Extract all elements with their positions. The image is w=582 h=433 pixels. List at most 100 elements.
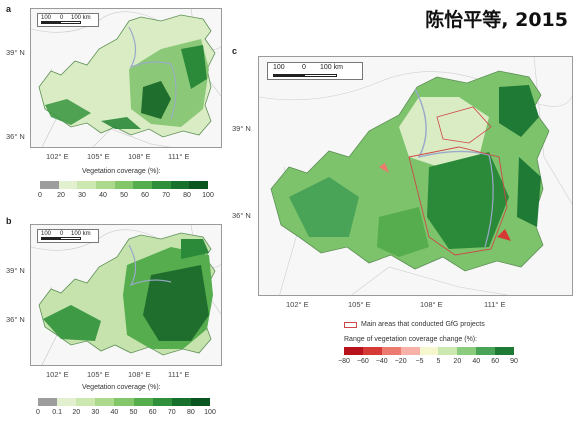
colorbar-swatch (95, 398, 115, 406)
colorbar-tick-label: 40 (472, 358, 481, 365)
colorbar-tick-label: 0 (38, 192, 42, 199)
lon-label-108: 108° E (420, 300, 443, 309)
colorbar-tick-label: 5 (436, 358, 441, 365)
panel-b-map-graphic (31, 225, 221, 365)
panel-b-scale-bar: 100 0 100 km (37, 229, 99, 243)
gfg-area-outline (408, 146, 508, 256)
colorbar-swatch (114, 181, 134, 189)
colorbar-tick-label: −60 (356, 358, 369, 365)
lat-label-39: 39° N (6, 266, 25, 275)
colorbar-swatch (151, 181, 171, 189)
panel-c-colorbar (344, 347, 514, 355)
lon-label-105: 105° E (348, 300, 371, 309)
scale-label-left: 100 (273, 64, 285, 71)
colorbar-tick-label: 20 (453, 358, 462, 365)
panel-c: c 100 0 100 km (230, 40, 582, 370)
lat-label-36: 36° N (6, 315, 25, 324)
colorbar-swatch (114, 398, 134, 406)
colorbar-swatch (495, 347, 514, 355)
colorbar-swatch (190, 398, 210, 406)
colorbar-tick-label: 100 (204, 409, 216, 416)
colorbar-tick-label: 100 (202, 192, 214, 199)
scale-label-left: 100 (41, 15, 52, 21)
scale-bar-graphic (41, 21, 81, 24)
colorbar-swatch (344, 347, 363, 355)
colorbar-tick-label: 60 (148, 409, 157, 416)
colorbar-tick-label: 90 (510, 358, 518, 365)
colorbar-tick-label: −20 (394, 358, 407, 365)
scale-label-right: 100 km (71, 15, 91, 21)
panel-a-map-graphic (31, 9, 221, 147)
figure-citation: 陈怡平等, 2015 (425, 9, 568, 31)
panel-a: a 100 0 100 km 39° N 36 (0, 0, 240, 215)
panel-a-scale-bar: 100 0 100 km (37, 13, 99, 27)
colorbar-tick-label: 80 (183, 192, 191, 199)
lon-label-111: 111° E (168, 370, 190, 379)
lat-label-36: 36° N (232, 211, 251, 220)
colorbar-swatch (38, 398, 58, 406)
lon-label-102: 102° E (46, 370, 69, 379)
colorbar-tick-label: 50 (129, 409, 138, 416)
colorbar-swatch (438, 347, 458, 355)
scale-label-right: 100 km (71, 231, 91, 237)
colorbar-tick-label: 40 (110, 409, 119, 416)
colorbar-swatch (57, 398, 77, 406)
colorbar-tick-label: 60 (491, 358, 500, 365)
panel-c-map-graphic (259, 57, 572, 295)
scale-bar-graphic (41, 237, 81, 240)
colorbar-tick-label: −40 (375, 358, 388, 365)
colorbar-swatch (381, 347, 401, 355)
panel-c-colorbar-title: Range of vegetation coverage change (%): (344, 336, 478, 343)
colorbar-tick-label: 70 (162, 192, 170, 199)
colorbar-swatch (362, 347, 382, 355)
colorbar-tick-label: 40 (99, 192, 107, 199)
panel-c-map: 100 0 100 km (258, 56, 573, 296)
lat-label-39: 39° N (232, 124, 251, 133)
panel-c-letter: c (232, 46, 238, 56)
lon-label-105: 105° E (87, 152, 110, 161)
colorbar-tick-label: 50 (120, 192, 128, 199)
lat-label-36: 36° N (6, 132, 25, 141)
gfg-legend-swatch (344, 322, 357, 328)
colorbar-tick-label: 30 (78, 192, 86, 199)
panel-c-scale-bar: 100 0 100 km (267, 62, 363, 80)
colorbar-swatch (77, 181, 96, 189)
panel-a-map: 100 0 100 km (30, 8, 222, 148)
lon-label-102: 102° E (46, 152, 69, 161)
colorbar-tick-label: 30 (91, 409, 100, 416)
colorbar-tick-label: −80 (338, 358, 350, 365)
panel-a-colorbar-title: Vegetation coverage (%): (82, 168, 161, 175)
colorbar-tick-label: 20 (72, 409, 81, 416)
colorbar-tick-label: 60 (141, 192, 149, 199)
panel-b-colorbar-title: Vegetation coverage (%): (82, 384, 161, 391)
scale-label-mid: 0 (60, 231, 64, 237)
scale-label-right: 100 km (320, 64, 343, 71)
lon-label-111: 111° E (484, 300, 506, 309)
colorbar-swatch (457, 347, 477, 355)
panel-a-letter: a (6, 4, 12, 14)
lon-label-108: 108° E (128, 152, 151, 161)
panel-b-letter: b (6, 216, 12, 226)
lon-label-102: 102° E (286, 300, 309, 309)
colorbar-tick-label: 0 (36, 409, 40, 416)
colorbar-tick-label: −5 (415, 358, 424, 365)
colorbar-tick-label: 70 (167, 409, 176, 416)
panel-b-map: 100 0 100 km (30, 224, 222, 366)
colorbar-swatch (170, 181, 190, 189)
colorbar-swatch (152, 398, 172, 406)
panel-b: b 100 0 100 km 39° N 36° N 102° E 105° E (0, 214, 240, 433)
colorbar-swatch (133, 398, 153, 406)
colorbar-swatch (419, 347, 439, 355)
colorbar-swatch (171, 398, 191, 406)
colorbar-swatch (189, 181, 208, 189)
colorbar-swatch (40, 181, 59, 189)
scale-bar-graphic (273, 74, 337, 77)
scale-label-left: 100 (41, 231, 52, 237)
gfg-area-outline-north (436, 106, 492, 144)
colorbar-swatch (133, 181, 152, 189)
panel-a-colorbar (40, 181, 208, 189)
colorbar-swatch (58, 181, 78, 189)
lon-label-111: 111° E (168, 152, 190, 161)
panel-b-colorbar (38, 398, 210, 406)
scale-label-mid: 0 (302, 64, 306, 71)
